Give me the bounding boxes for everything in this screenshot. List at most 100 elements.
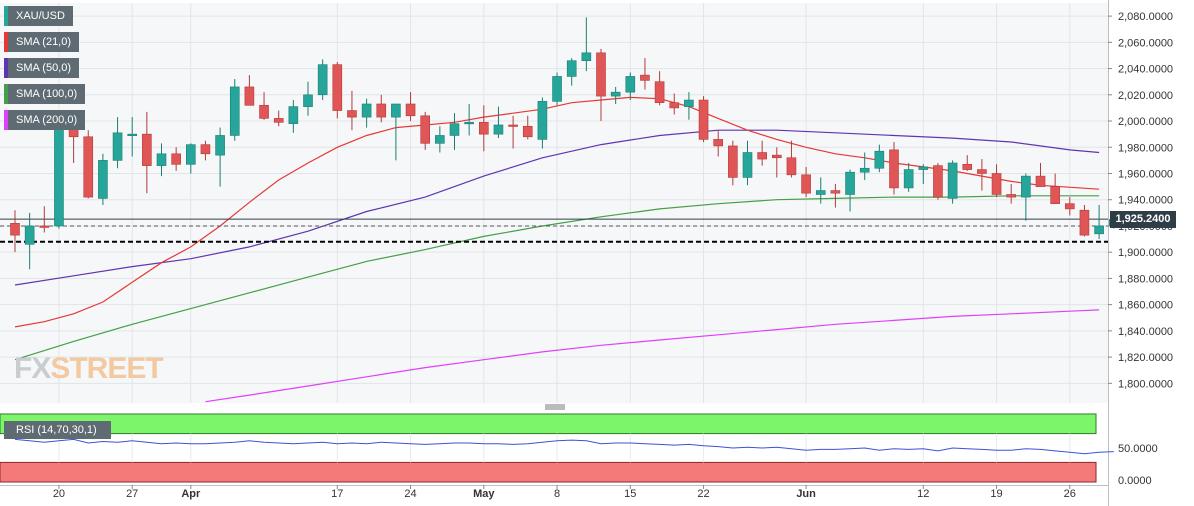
sma50-line <box>14 129 1100 286</box>
x-tick-label: 22 <box>697 488 709 500</box>
price-pane-background <box>0 3 1108 403</box>
bearish-candle <box>142 133 152 166</box>
x-tick-label: 27 <box>126 488 138 500</box>
bearish-candle <box>171 153 181 165</box>
bearish-candle <box>244 86 255 106</box>
legend-swatch <box>4 84 8 104</box>
legend-swatch <box>4 110 8 130</box>
legend-label: SMA (100,0) <box>16 88 78 100</box>
rsi-indicator-label[interactable]: RSI (14,70,30,1) <box>4 421 111 439</box>
fxstreet-logo: FXSTREET <box>14 352 164 386</box>
bullish-candle <box>303 94 313 107</box>
bullish-candle <box>581 52 592 62</box>
bearish-candle <box>1006 194 1017 198</box>
legend-item[interactable]: SMA (100,0) <box>4 84 86 104</box>
bearish-candle <box>801 174 811 194</box>
bearish-candle <box>728 145 738 178</box>
y-tick-label: 2,040.0000 <box>1118 64 1173 76</box>
y-tick-label: 1,800.0000 <box>1118 378 1173 390</box>
legend-item[interactable]: XAU/USD <box>4 6 73 26</box>
bullish-candle <box>98 160 108 199</box>
bearish-candle <box>830 190 841 194</box>
bullish-candle <box>537 101 548 140</box>
x-tick-label: 8 <box>554 488 560 500</box>
bearish-candle <box>991 173 1002 195</box>
bearish-candle <box>332 64 343 111</box>
y-tick-label: 1,880.0000 <box>1118 273 1173 285</box>
bullish-candle <box>947 162 958 199</box>
bullish-candle <box>229 86 240 136</box>
bearish-candle <box>347 110 357 118</box>
legend-swatch <box>4 58 8 78</box>
bullish-candle <box>742 152 753 178</box>
x-tick-label: 12 <box>917 488 929 500</box>
bullish-candle <box>552 76 562 102</box>
bullish-candle <box>1021 175 1031 198</box>
bullish-candle <box>918 166 929 170</box>
sma100-line <box>14 195 1100 361</box>
legend-label: SMA (200,0) <box>16 114 78 126</box>
bearish-candle <box>376 103 387 118</box>
bearish-candle <box>669 102 680 109</box>
bearish-candle <box>1079 209 1090 236</box>
bullish-candle <box>317 64 328 96</box>
rsi-y-tick-label: 50.0000 <box>1118 443 1158 455</box>
bearish-candle <box>478 122 489 135</box>
legend-label: SMA (21,0) <box>16 36 72 48</box>
bearish-candle <box>522 125 533 138</box>
rsi-line <box>14 438 1114 455</box>
bullish-candle <box>54 125 64 227</box>
y-tick-label: 1,860.0000 <box>1118 300 1173 312</box>
bearish-candle <box>200 144 211 155</box>
bearish-candle <box>508 124 518 127</box>
bearish-candle <box>83 136 94 198</box>
legend-item[interactable]: SMA (21,0) <box>4 32 80 52</box>
x-tick-label: Jun <box>796 488 816 500</box>
bullish-candle <box>361 103 372 118</box>
y-tick-label: 1,940.0000 <box>1118 195 1173 207</box>
bullish-candle <box>610 91 621 97</box>
bullish-candle <box>464 122 474 125</box>
bullish-candle <box>112 132 123 161</box>
bullish-candle <box>845 171 855 195</box>
bearish-candle <box>698 99 709 140</box>
rsi-overbought-zone <box>0 413 1097 435</box>
bearish-candle <box>596 52 606 97</box>
legend-label: XAU/USD <box>16 10 65 22</box>
bearish-candle <box>420 115 431 144</box>
bearish-candle <box>889 149 899 189</box>
bearish-candle <box>1050 186 1060 204</box>
legend-swatch <box>4 32 8 52</box>
x-tick-label: 15 <box>624 488 636 500</box>
bullish-candle <box>24 225 35 245</box>
legend-swatch <box>4 6 8 26</box>
bearish-candle <box>962 164 973 170</box>
y-tick-label: 1,820.0000 <box>1118 352 1173 364</box>
logo-street: STREET <box>50 352 163 385</box>
y-tick-label: 1,840.0000 <box>1118 326 1173 338</box>
x-tick-label: 17 <box>331 488 343 500</box>
y-tick-label: 2,000.0000 <box>1118 116 1173 128</box>
y-tick-label: 1,980.0000 <box>1118 142 1173 154</box>
bullish-candle <box>449 123 460 136</box>
bearish-candle <box>1035 175 1046 187</box>
rsi-y-tick-label: 0.0000 <box>1118 475 1152 487</box>
bullish-candle <box>435 135 445 144</box>
current-price-badge: 1,925.2400 <box>1110 211 1176 228</box>
bullish-candle <box>684 99 694 107</box>
x-tick-label: 26 <box>1064 488 1076 500</box>
bullish-candle <box>127 133 137 136</box>
legend-item[interactable]: SMA (200,0) <box>4 110 86 130</box>
x-tick-label: May <box>473 488 495 500</box>
bearish-candle <box>654 81 665 103</box>
legend-item[interactable]: SMA (50,0) <box>4 58 80 78</box>
y-tick-label: 2,080.0000 <box>1118 11 1173 23</box>
y-tick-label: 2,060.0000 <box>1118 37 1173 49</box>
x-tick-label: 20 <box>53 488 65 500</box>
bullish-candle <box>1094 225 1104 235</box>
bearish-candle <box>933 165 943 198</box>
logo-fx: FX <box>14 352 51 385</box>
bearish-candle <box>259 104 269 119</box>
